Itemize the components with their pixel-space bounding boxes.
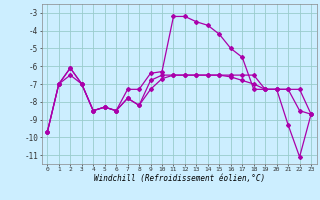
X-axis label: Windchill (Refroidissement éolien,°C): Windchill (Refroidissement éolien,°C) — [94, 174, 265, 183]
